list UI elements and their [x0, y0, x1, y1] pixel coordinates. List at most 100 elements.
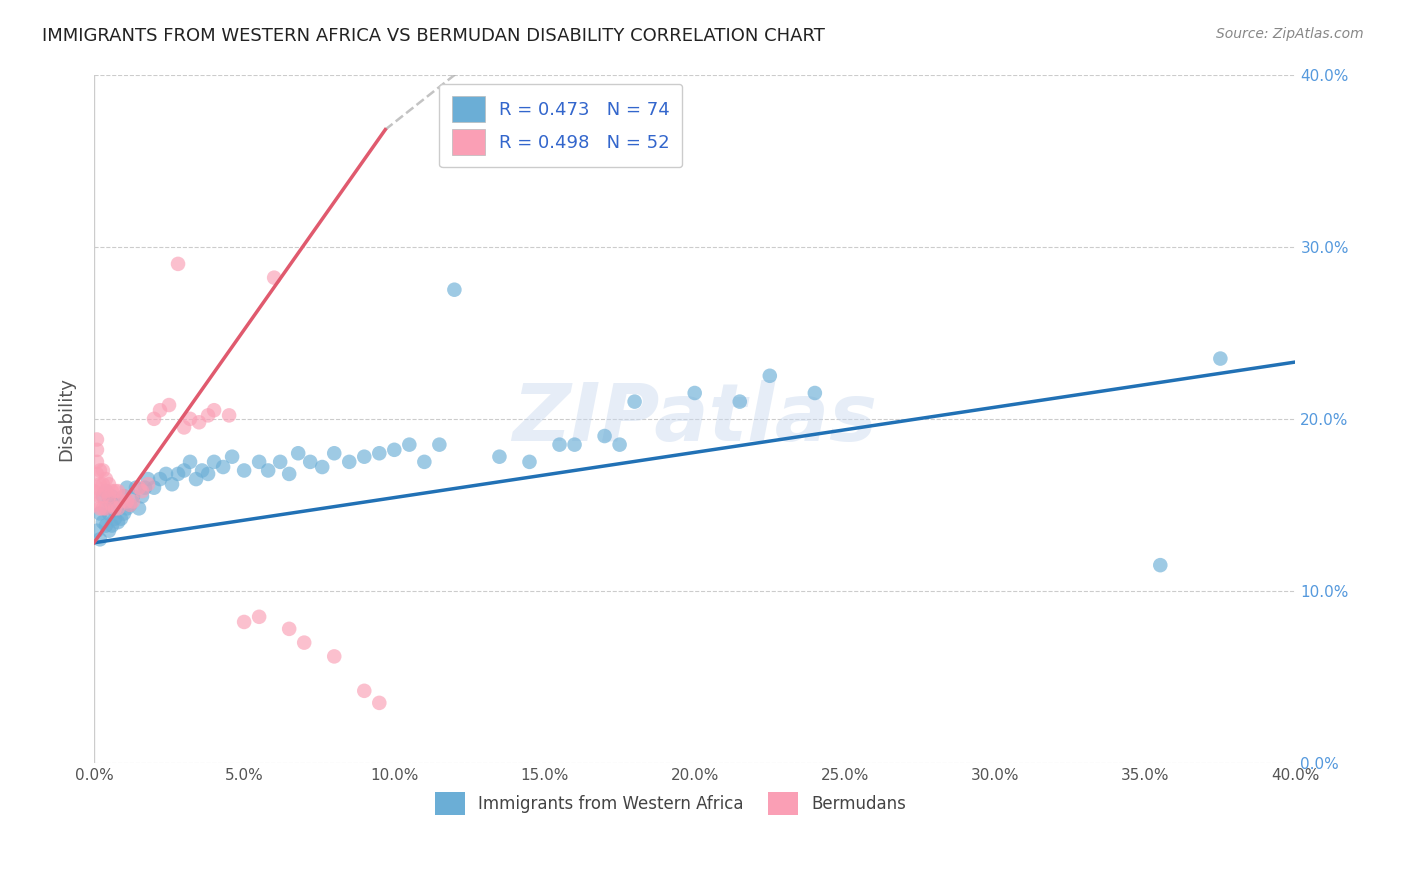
Point	[149, 472, 172, 486]
Point	[110, 511, 132, 525]
Point	[759, 368, 782, 383]
Point	[134, 481, 156, 495]
Point	[128, 501, 150, 516]
Point	[212, 460, 235, 475]
Point	[269, 455, 291, 469]
Point	[143, 481, 166, 495]
Y-axis label: Disability: Disability	[58, 376, 75, 461]
Point	[278, 467, 301, 481]
Point	[128, 481, 150, 495]
Point	[89, 477, 111, 491]
Point	[101, 518, 124, 533]
Point	[115, 494, 138, 508]
Point	[218, 409, 240, 423]
Point	[233, 463, 256, 477]
Point	[202, 403, 225, 417]
Point	[125, 481, 148, 495]
Point	[91, 515, 114, 529]
Point	[167, 467, 190, 481]
Point	[86, 524, 108, 538]
Text: IMMIGRANTS FROM WESTERN AFRICA VS BERMUDAN DISABILITY CORRELATION CHART: IMMIGRANTS FROM WESTERN AFRICA VS BERMUD…	[42, 27, 825, 45]
Point	[94, 501, 117, 516]
Point	[287, 446, 309, 460]
Point	[488, 450, 510, 464]
Point	[131, 484, 153, 499]
Point	[683, 386, 706, 401]
Point	[107, 484, 129, 499]
Point	[112, 489, 135, 503]
Point	[413, 455, 436, 469]
Point	[118, 498, 141, 512]
Point	[101, 501, 124, 516]
Point	[89, 501, 111, 516]
Legend: Immigrants from Western Africa, Bermudans: Immigrants from Western Africa, Bermudan…	[426, 783, 915, 823]
Point	[157, 398, 180, 412]
Point	[97, 477, 120, 491]
Point	[110, 494, 132, 508]
Text: ZIPatlas: ZIPatlas	[512, 380, 877, 458]
Point	[143, 412, 166, 426]
Point	[136, 472, 159, 486]
Point	[97, 524, 120, 538]
Point	[104, 511, 127, 525]
Point	[91, 489, 114, 503]
Point	[91, 463, 114, 477]
Point	[110, 494, 132, 508]
Point	[1149, 558, 1171, 573]
Point	[97, 489, 120, 503]
Point	[107, 501, 129, 516]
Point	[89, 533, 111, 547]
Point	[107, 515, 129, 529]
Point	[91, 477, 114, 491]
Point	[94, 501, 117, 516]
Point	[233, 615, 256, 629]
Point	[728, 394, 751, 409]
Point	[101, 484, 124, 499]
Text: Source: ZipAtlas.com: Source: ZipAtlas.com	[1216, 27, 1364, 41]
Point	[149, 403, 172, 417]
Point	[443, 283, 465, 297]
Point	[107, 498, 129, 512]
Point	[609, 437, 631, 451]
Point	[519, 455, 541, 469]
Point	[278, 622, 301, 636]
Point	[160, 477, 183, 491]
Point	[257, 463, 280, 477]
Point	[112, 489, 135, 503]
Point	[104, 484, 127, 499]
Point	[202, 455, 225, 469]
Point	[86, 442, 108, 457]
Point	[86, 481, 108, 495]
Point	[184, 472, 207, 486]
Point	[167, 257, 190, 271]
Point	[136, 477, 159, 491]
Point	[299, 455, 322, 469]
Point	[94, 472, 117, 486]
Point	[122, 494, 145, 508]
Point	[131, 489, 153, 503]
Point	[104, 494, 127, 508]
Point	[337, 455, 360, 469]
Point	[191, 463, 214, 477]
Point	[1209, 351, 1232, 366]
Point	[112, 507, 135, 521]
Point	[94, 484, 117, 499]
Point	[368, 696, 391, 710]
Point	[247, 609, 270, 624]
Point	[86, 467, 108, 481]
Point	[323, 446, 346, 460]
Point	[179, 455, 201, 469]
Point	[368, 446, 391, 460]
Point	[221, 450, 243, 464]
Point	[263, 270, 285, 285]
Point	[197, 409, 219, 423]
Point	[101, 498, 124, 512]
Point	[89, 507, 111, 521]
Point	[94, 484, 117, 499]
Point	[353, 450, 375, 464]
Point	[173, 420, 195, 434]
Point	[91, 489, 114, 503]
Point	[155, 467, 177, 481]
Point	[247, 455, 270, 469]
Point	[623, 394, 645, 409]
